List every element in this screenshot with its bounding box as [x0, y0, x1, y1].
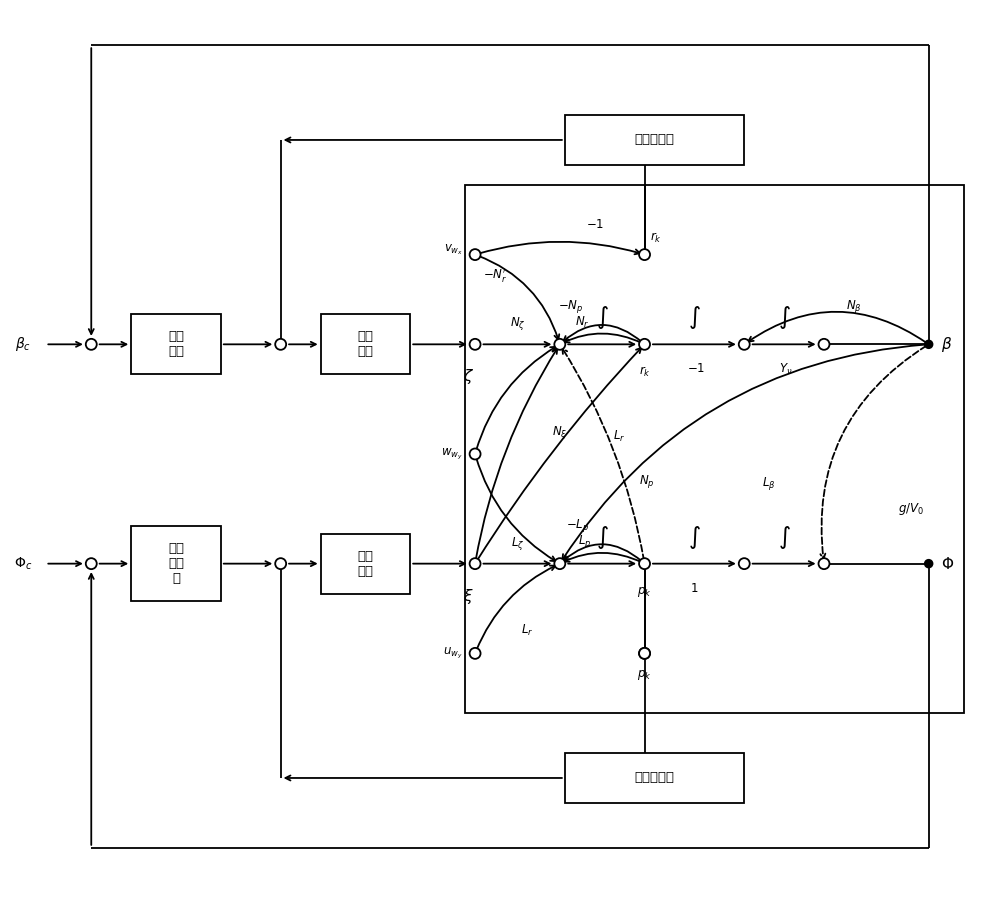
FancyArrowPatch shape	[564, 334, 642, 343]
FancyArrowPatch shape	[476, 457, 556, 561]
Text: $\int$: $\int$	[778, 524, 791, 551]
Text: $-1$: $-1$	[687, 362, 706, 375]
Text: $-1$: $-1$	[586, 218, 604, 231]
Text: $r_k$: $r_k$	[639, 365, 650, 379]
Text: $\beta_c$: $\beta_c$	[15, 335, 32, 353]
Text: $N_p$: $N_p$	[639, 474, 655, 490]
Text: 操纵
电机: 操纵 电机	[357, 549, 373, 578]
Text: $\int$: $\int$	[688, 524, 701, 551]
Text: $\int$: $\int$	[596, 524, 609, 551]
Text: $g/V_0$: $g/V_0$	[898, 501, 924, 517]
Circle shape	[86, 558, 97, 569]
Bar	[131, 315, 221, 374]
Text: $\int$: $\int$	[778, 305, 791, 332]
Text: 转弯
协调: 转弯 协调	[168, 330, 184, 359]
Bar	[321, 534, 410, 593]
FancyArrowPatch shape	[562, 349, 644, 561]
Text: $w_{w_y}$: $w_{w_y}$	[441, 447, 463, 461]
Text: $\xi$: $\xi$	[463, 586, 473, 606]
Text: $L_p$: $L_p$	[578, 533, 591, 550]
Text: 偏航阻尼器: 偏航阻尼器	[635, 133, 675, 147]
FancyArrowPatch shape	[476, 349, 557, 561]
FancyArrowPatch shape	[476, 347, 556, 451]
FancyArrowPatch shape	[477, 348, 641, 561]
Text: $N_\zeta$: $N_\zeta$	[510, 316, 525, 333]
Circle shape	[739, 558, 750, 569]
Text: $N_r$: $N_r$	[575, 315, 590, 330]
Circle shape	[819, 558, 829, 569]
Text: $\int$: $\int$	[688, 305, 701, 332]
Bar	[321, 315, 410, 374]
Bar	[131, 526, 221, 601]
Bar	[565, 115, 744, 165]
Text: $r_k$: $r_k$	[650, 230, 661, 245]
Circle shape	[275, 558, 286, 569]
Circle shape	[275, 339, 286, 350]
Circle shape	[554, 339, 565, 350]
Text: 姿态
控制
器: 姿态 控制 器	[168, 542, 184, 585]
FancyArrowPatch shape	[476, 565, 555, 651]
Text: $\zeta$: $\zeta$	[463, 368, 474, 387]
Circle shape	[639, 648, 650, 659]
Bar	[565, 753, 744, 803]
Text: $Y_\nu$: $Y_\nu$	[779, 362, 793, 378]
Text: $L_r$: $L_r$	[613, 429, 626, 443]
Text: $\int$: $\int$	[596, 305, 609, 332]
Text: $-N_p$: $-N_p$	[558, 298, 583, 315]
Text: $\beta$: $\beta$	[941, 334, 952, 354]
Circle shape	[470, 449, 481, 459]
Text: $p_k$: $p_k$	[637, 584, 652, 599]
FancyArrowPatch shape	[820, 346, 926, 559]
FancyArrowPatch shape	[562, 344, 926, 559]
Text: $N_\beta$: $N_\beta$	[846, 298, 862, 315]
Circle shape	[819, 339, 829, 350]
Text: $p_k$: $p_k$	[637, 668, 652, 682]
Bar	[465, 185, 964, 713]
FancyArrowPatch shape	[563, 544, 642, 562]
FancyArrowPatch shape	[564, 553, 642, 563]
Circle shape	[470, 249, 481, 260]
Circle shape	[739, 339, 750, 350]
Circle shape	[925, 341, 933, 348]
FancyArrowPatch shape	[748, 312, 926, 343]
Circle shape	[470, 558, 481, 569]
Circle shape	[470, 648, 481, 659]
Circle shape	[639, 648, 650, 659]
Text: 滚转阻尼器: 滚转阻尼器	[635, 771, 675, 785]
Text: $\Phi$: $\Phi$	[941, 556, 954, 572]
Circle shape	[925, 560, 933, 567]
Circle shape	[639, 558, 650, 569]
Text: $L_r$: $L_r$	[521, 623, 534, 638]
Text: $-N_r'$: $-N_r'$	[483, 265, 508, 283]
Circle shape	[470, 339, 481, 350]
Text: 操纵
电机: 操纵 电机	[357, 330, 373, 359]
Text: $L_\zeta$: $L_\zeta$	[511, 535, 524, 552]
Text: $-L_p$: $-L_p$	[566, 517, 589, 534]
Text: $v_{w_x}$: $v_{w_x}$	[444, 243, 463, 257]
Text: $\Phi_c$: $\Phi_c$	[14, 556, 33, 572]
Text: $u_{w_y}$: $u_{w_y}$	[443, 645, 463, 661]
FancyArrowPatch shape	[563, 325, 642, 343]
Text: $1$: $1$	[690, 582, 699, 594]
Circle shape	[86, 339, 97, 350]
Text: $N_\xi$: $N_\xi$	[552, 423, 567, 441]
Circle shape	[639, 339, 650, 350]
FancyArrowPatch shape	[478, 242, 640, 254]
Text: $L_\beta$: $L_\beta$	[762, 476, 776, 493]
FancyArrowPatch shape	[478, 255, 559, 340]
Circle shape	[554, 558, 565, 569]
Circle shape	[639, 249, 650, 260]
